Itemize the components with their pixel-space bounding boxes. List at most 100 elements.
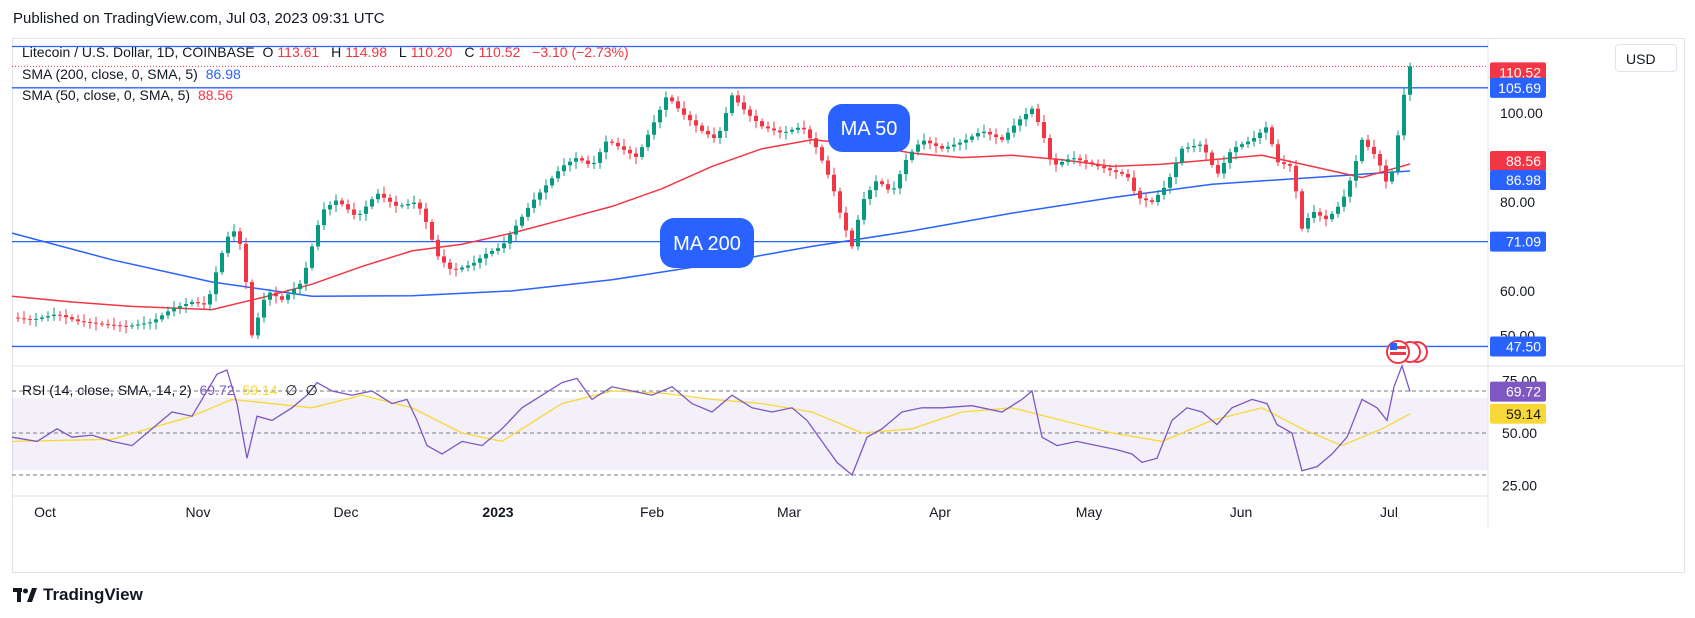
time-tick-label: Dec (334, 504, 359, 520)
candle-body (322, 209, 326, 226)
symbol-legend: Litecoin / U.S. Dollar, 1D, COINBASE O 11… (22, 44, 633, 60)
candle-body (862, 199, 866, 220)
candle-body (1246, 141, 1250, 145)
ma50-badge[interactable]: MA 50 (828, 104, 910, 152)
candle-body (1276, 144, 1280, 163)
candle-body (1270, 127, 1274, 145)
candle-body (814, 138, 818, 148)
candle-body (178, 306, 182, 308)
candle-body (928, 140, 932, 144)
candle-body (46, 316, 50, 318)
ma50-badge-label: MA 50 (841, 118, 898, 140)
candle-body (544, 185, 548, 193)
candle-body (598, 152, 602, 163)
candle-body (226, 236, 230, 254)
candle-body (124, 325, 128, 327)
candle-body (184, 304, 188, 306)
candle-body (574, 158, 578, 162)
candle-body (136, 324, 140, 326)
candle-body (1366, 139, 1370, 147)
candle-body (526, 207, 530, 217)
rsi-pane (11, 363, 1488, 477)
sma50-legend[interactable]: SMA (50, close, 0, SMA, 5) 88.56 (22, 87, 237, 103)
candle-body (850, 230, 854, 247)
candle-body (274, 292, 278, 297)
candle-body (1012, 125, 1016, 133)
change-value: −3.10 (−2.73%) (532, 44, 629, 60)
candle-body (1354, 161, 1358, 181)
candle-body (508, 234, 512, 244)
ma200-badge[interactable]: MA 200 (660, 218, 754, 268)
candle-body (1054, 159, 1058, 165)
candle-body (310, 246, 314, 268)
candle-body (724, 113, 728, 131)
rsi-legend[interactable]: RSI (14, close, SMA, 14, 2) 69.72 59.14 … (22, 382, 322, 399)
candle-body (916, 144, 920, 152)
price-label-text: 110.52 (1499, 64, 1541, 80)
candle-body (40, 317, 44, 319)
candle-body (898, 174, 902, 189)
candle-body (838, 191, 842, 213)
candle-body (1174, 162, 1178, 178)
candle-body (208, 294, 212, 305)
candle-body (382, 193, 386, 198)
candle-body (220, 253, 224, 273)
rsi-value-badge (1490, 381, 1546, 402)
candle-body (796, 127, 800, 130)
sma200-legend[interactable]: SMA (200, close, 0, SMA, 5) 86.98 (22, 66, 245, 82)
candle-body (1402, 94, 1406, 136)
candle-body (592, 162, 596, 165)
candle-body (1018, 119, 1022, 126)
candle-body (1090, 162, 1094, 165)
candle-body (88, 321, 92, 323)
candle-body (934, 143, 938, 146)
candle-body (82, 321, 86, 323)
price-label-badge (1490, 169, 1546, 190)
candle-body (1114, 170, 1118, 173)
price-label-badge (1490, 77, 1546, 98)
candle-body (352, 209, 356, 215)
close-value: 110.52 (478, 44, 521, 60)
tradingview-logo-icon (13, 588, 37, 602)
open-label: O (262, 44, 274, 60)
candle-body (130, 325, 134, 327)
events-flags[interactable] (1386, 340, 1428, 364)
candle-body (568, 161, 572, 166)
candle-body (1318, 212, 1322, 216)
candle-body (604, 141, 608, 153)
candle-body (826, 160, 830, 175)
ma200-badge-label: MA 200 (673, 233, 741, 255)
candle-body (964, 139, 968, 143)
currency-button[interactable]: USD (1615, 44, 1677, 72)
candle-body (1378, 154, 1382, 166)
candle-body (154, 319, 158, 323)
candle-body (832, 174, 836, 192)
candle-body (388, 197, 392, 202)
candle-body (28, 318, 32, 320)
rsi-legend-label: RSI (14, close, SMA, 14, 2) (22, 382, 192, 398)
candle-body (100, 323, 104, 325)
candle-body (34, 318, 38, 320)
candle-body (820, 147, 824, 161)
candle-body (250, 282, 254, 336)
price-label-text: 47.50 (1506, 338, 1541, 354)
candle-body (760, 121, 764, 127)
candle-body (1306, 218, 1310, 229)
candle-body (718, 130, 722, 138)
rsi-legend-value: 69.72 (199, 382, 235, 398)
low-label: L (398, 44, 407, 60)
candle-body (1330, 213, 1334, 220)
time-tick-label: Mar (777, 504, 801, 520)
candle-body (1204, 144, 1208, 153)
tradingview-logo[interactable]: TradingView (13, 585, 143, 605)
candle-body (586, 160, 590, 165)
candle-body (1192, 146, 1196, 148)
candle-body (1372, 146, 1376, 154)
candle-body (1120, 172, 1124, 174)
candle-body (736, 95, 740, 103)
candle-body (1198, 144, 1202, 146)
candle-body (868, 190, 872, 200)
candle-body (202, 303, 206, 305)
candle-body (1342, 196, 1346, 207)
